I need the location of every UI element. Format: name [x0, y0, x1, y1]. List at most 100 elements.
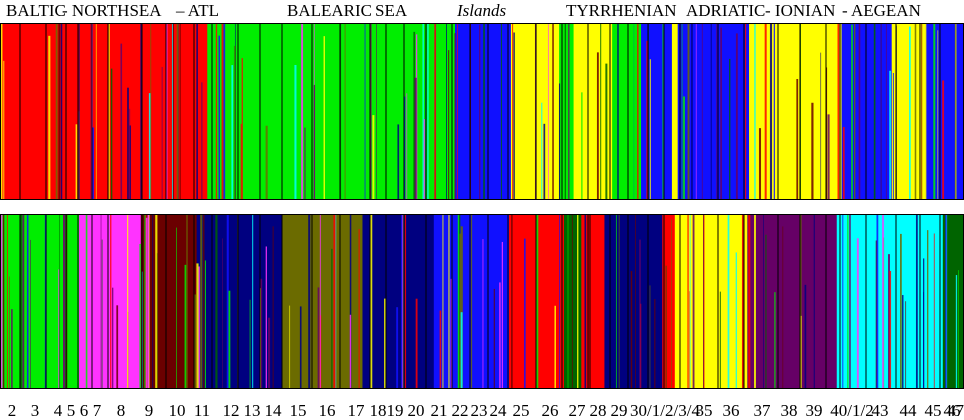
- admixture-streak: [909, 26, 911, 200]
- region-label: Islands: [457, 1, 507, 20]
- admixture-streak: [9, 276, 10, 389]
- admixture-streak: [458, 214, 461, 389]
- admixture-streak: [252, 214, 254, 389]
- admixture-streak: [472, 23, 475, 200]
- admixture-streak: [30, 239, 31, 389]
- admixture-streak: [516, 121, 518, 200]
- admixture-streak: [554, 305, 556, 389]
- admixture-streak: [671, 218, 672, 389]
- admixture-streak: [406, 93, 408, 200]
- admixture-streak: [161, 66, 163, 200]
- admixture-streak: [787, 214, 788, 389]
- admixture-streak: [65, 214, 68, 389]
- admixture-streak: [95, 23, 97, 200]
- population-label: 40/1/2: [830, 401, 874, 420]
- admixture-streak: [313, 84, 316, 200]
- population-label: 16: [318, 401, 336, 420]
- admixture-streak: [0, 23, 3, 200]
- admixture-streak: [240, 123, 242, 200]
- admixture-streak: [48, 35, 51, 200]
- cluster-segment: [362, 214, 435, 389]
- admixture-streak: [847, 214, 849, 389]
- cluster-segment: [581, 214, 605, 389]
- admixture-streak: [226, 214, 229, 389]
- admixture-streak: [955, 275, 958, 389]
- admixture-streak: [422, 23, 424, 200]
- admixture-streak: [196, 23, 198, 200]
- population-label: 25: [512, 401, 530, 420]
- admixture-streak: [635, 214, 636, 389]
- admixture-streak: [689, 291, 690, 389]
- admixture-streak: [344, 23, 346, 200]
- admixture-streak: [331, 248, 333, 389]
- admixture-streak: [858, 23, 861, 200]
- population-label: 13: [243, 401, 261, 420]
- admixture-streak: [176, 23, 179, 200]
- admixture-streak: [581, 92, 583, 200]
- admixture-streak: [867, 23, 869, 200]
- admixture-streak: [62, 214, 66, 389]
- admixture-streak: [193, 294, 196, 389]
- region-label: BALEARIC: [287, 1, 372, 20]
- admixture-streak: [902, 295, 904, 389]
- admixture-streak: [364, 23, 366, 200]
- admixture-streak: [695, 23, 697, 200]
- admixture-streak: [568, 23, 570, 200]
- admixture-streak: [567, 214, 569, 389]
- admixture-streak: [892, 72, 894, 200]
- admixture-streak: [92, 127, 95, 200]
- admixture-streak: [196, 263, 199, 389]
- admixture-streak: [577, 214, 579, 389]
- admixture-streak: [617, 23, 619, 200]
- admixture-streak: [179, 23, 181, 200]
- region-label: ADRIATIC: [686, 1, 766, 20]
- cluster-segment: [841, 23, 893, 200]
- population-label: 4: [53, 401, 63, 420]
- admixture-streak: [427, 23, 429, 200]
- population-label: 17: [347, 401, 365, 420]
- admixture-streak: [60, 23, 63, 200]
- population-label: 44: [899, 401, 917, 420]
- region-label: BALTIC: [6, 1, 66, 20]
- admixture-streak: [482, 239, 484, 389]
- admixture-streak: [401, 214, 403, 389]
- admixture-streak: [448, 214, 450, 389]
- admixture-streak: [260, 278, 263, 389]
- admixture-streak: [201, 82, 203, 200]
- admixture-streak: [745, 214, 748, 389]
- admixture-streak: [338, 23, 340, 200]
- admixture-streak: [90, 23, 92, 200]
- admixture-streak: [900, 233, 902, 389]
- admixture-streak: [856, 238, 859, 389]
- admixture-streak: [876, 214, 879, 389]
- panel-top: [0, 23, 964, 200]
- admixture-streak: [873, 23, 876, 200]
- admixture-streak: [654, 299, 656, 389]
- population-label: 23: [470, 401, 488, 420]
- admixture-streak: [683, 96, 685, 200]
- admixture-streak: [923, 258, 925, 389]
- admixture-streak: [501, 241, 503, 389]
- admixture-streak: [442, 214, 444, 389]
- admixture-streak: [842, 126, 845, 200]
- admixture-streak: [144, 214, 146, 389]
- admixture-streak: [203, 214, 205, 389]
- population-label: 24: [489, 401, 507, 420]
- admixture-streak: [523, 238, 526, 389]
- population-label: 2: [7, 401, 17, 420]
- admixture-streak: [370, 214, 373, 389]
- admixture-streak: [605, 63, 608, 200]
- region-label: – ATL: [176, 1, 219, 20]
- admixture-streak: [101, 239, 103, 389]
- admixture-streak: [927, 230, 929, 389]
- population-label: 12: [222, 401, 240, 420]
- population-label: 28: [589, 401, 607, 420]
- admixture-streak: [457, 23, 458, 200]
- cluster-segment: [140, 214, 198, 389]
- admixture-streak: [820, 52, 822, 200]
- admixture-streak: [692, 214, 695, 389]
- region-label: - NORTHSEA: [62, 1, 162, 20]
- admixture-streak: [200, 214, 203, 389]
- population-label: 47: [947, 401, 964, 420]
- admixture-streak: [937, 30, 939, 200]
